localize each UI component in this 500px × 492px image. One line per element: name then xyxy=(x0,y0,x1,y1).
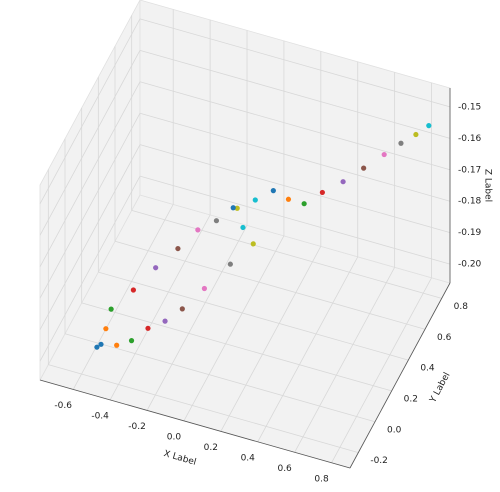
x-tick-label: 0.0 xyxy=(167,432,182,442)
grid-line xyxy=(39,81,141,267)
y-tick-label: 0.4 xyxy=(420,364,435,374)
point xyxy=(94,344,100,350)
grid-line xyxy=(39,175,141,362)
grid-line xyxy=(81,302,392,392)
point xyxy=(398,140,404,146)
point xyxy=(361,165,367,171)
grid-line xyxy=(109,214,211,401)
x-tick-label: 0.6 xyxy=(277,464,292,474)
grid-line xyxy=(294,267,395,453)
point xyxy=(340,179,346,185)
x-tick-label: -0.6 xyxy=(54,401,72,411)
grid-line xyxy=(139,112,451,202)
point xyxy=(201,285,208,292)
point xyxy=(130,287,136,293)
grid-line xyxy=(72,204,174,390)
grid-line xyxy=(139,49,451,139)
grid-line xyxy=(139,81,451,171)
grid-line xyxy=(139,18,451,108)
x-axis-label: X Label xyxy=(162,449,197,468)
y-tick-label: 0.0 xyxy=(387,425,402,435)
point xyxy=(114,342,120,348)
point xyxy=(413,131,419,138)
grid-line xyxy=(114,240,426,330)
z-tick-label: -0.15 xyxy=(458,102,481,112)
point xyxy=(128,338,135,344)
point xyxy=(145,325,151,331)
grid-line xyxy=(139,175,451,265)
grid-line xyxy=(331,277,432,463)
point xyxy=(250,241,256,247)
y-tick-label: 0.8 xyxy=(454,302,469,312)
point xyxy=(240,224,246,231)
z-tick-label: -0.17 xyxy=(458,165,481,175)
point xyxy=(153,265,159,271)
z-tick-label: -0.18 xyxy=(458,197,482,207)
point xyxy=(175,245,181,252)
point xyxy=(319,189,325,196)
y-axis-label: Y Label xyxy=(428,371,453,405)
grid-line xyxy=(183,235,285,422)
point xyxy=(227,261,233,267)
point xyxy=(285,196,292,202)
grid-line xyxy=(39,113,141,299)
point xyxy=(381,151,387,158)
point xyxy=(162,318,168,324)
y-tick-label: 0.6 xyxy=(437,333,452,343)
grid-line xyxy=(98,271,409,361)
point xyxy=(213,218,220,224)
point xyxy=(98,341,104,347)
point xyxy=(108,306,114,312)
x-tick-label: -0.4 xyxy=(91,411,109,421)
grid-line xyxy=(146,225,248,411)
point xyxy=(234,205,240,211)
y-tick-label: -0.2 xyxy=(370,456,388,466)
z-tick-label: -0.16 xyxy=(458,134,482,144)
x-tick-label: -0.2 xyxy=(128,422,146,432)
point xyxy=(270,188,276,194)
point xyxy=(195,227,201,233)
z-tick-label: -0.19 xyxy=(458,228,482,238)
y-tick-label: 0.2 xyxy=(404,394,418,404)
point xyxy=(179,306,185,312)
grid-line xyxy=(48,364,359,453)
grid-line xyxy=(64,333,376,423)
z-tick-label: -0.20 xyxy=(458,260,482,270)
grid-line xyxy=(257,256,359,442)
point xyxy=(252,197,258,203)
x-tick-label: 0.4 xyxy=(241,453,256,463)
grid-line xyxy=(220,246,322,432)
x-tick-label: 0.8 xyxy=(314,474,329,484)
point xyxy=(230,205,236,211)
point xyxy=(301,201,307,207)
x-tick-label: 0.2 xyxy=(204,443,218,453)
point xyxy=(103,326,109,332)
grid-line xyxy=(139,144,451,234)
axis-line xyxy=(39,379,351,469)
grid-line xyxy=(131,210,442,299)
grid-line xyxy=(39,18,141,205)
z-axis-label: Z Label xyxy=(483,169,493,202)
grid-line xyxy=(39,144,141,330)
grid-line xyxy=(39,50,141,236)
point xyxy=(426,123,432,129)
axis-line xyxy=(349,282,451,469)
